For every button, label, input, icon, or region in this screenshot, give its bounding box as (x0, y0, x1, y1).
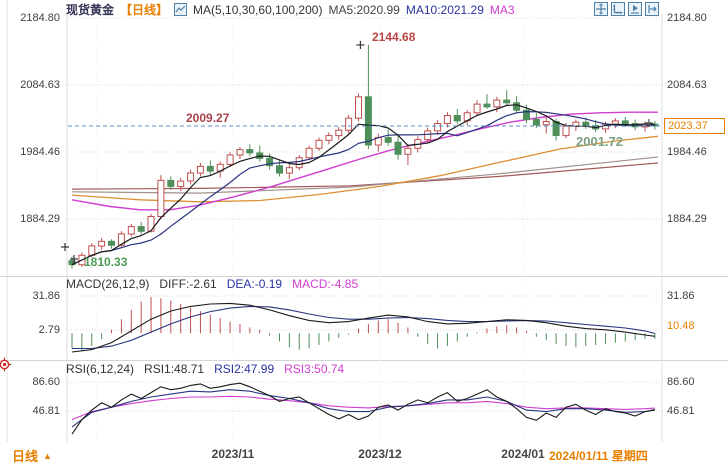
chevron-up-icon: ▲ (43, 450, 52, 461)
macd-dea-value: DEA:-0.19 (226, 277, 283, 291)
macd-legend: MACD(26,12,9) DIFF:-2.61 DEA:-0.19 MACD:… (66, 277, 358, 291)
crosshair-icon[interactable] (594, 2, 608, 16)
current-date-label: 2024/01/11 星期四 (549, 449, 648, 463)
ma30-value-truncated: MA3 (489, 2, 515, 17)
ma-chart-icon (174, 3, 188, 16)
y-axis-label: 2184.80 (20, 12, 60, 24)
rsi-name: RSI(6,12,24) (66, 362, 135, 376)
bottom-bar: 日线 ▲ 2023/11 2023/12 2024/01 2024/01/11 星期… (0, 442, 728, 464)
rsi-legend: RSI(6,12,24) RSI1:48.71 RSI2:47.99 RSI3:… (66, 362, 344, 376)
peak-price-label: 2144.68 (372, 30, 416, 44)
chart-header: 现货黄金 【日线】 MA(5,10,30,60,100,200) MA5:202… (66, 2, 515, 18)
axis-range-icon[interactable] (611, 2, 625, 16)
period-label: 日线 (12, 449, 39, 464)
recent-low-label: 2001.72 (576, 134, 623, 149)
y-axis-label: 2184.80 (667, 12, 707, 24)
chart-toolbar (594, 2, 659, 16)
playback-icon[interactable] (628, 2, 642, 16)
symbol-name: 现货黄金 (66, 3, 115, 17)
y-axis-label: 1984.46 (20, 146, 60, 158)
y-axis-label: 1984.46 (667, 146, 707, 158)
y-axis-label: 46.81 (667, 405, 695, 417)
y-axis-label: 31.86 (667, 290, 695, 302)
export-icon[interactable] (645, 2, 659, 16)
rsi1-value: RSI1:48.71 (144, 362, 205, 376)
y-axis-label: 2.79 (38, 324, 60, 336)
x-axis-date-label: 2023/11 (211, 447, 255, 461)
x-axis-date-label: 2024/01 (501, 447, 545, 461)
y-axis-label: 1884.29 (20, 213, 60, 225)
macd-name: MACD(26,12,9) (66, 277, 150, 291)
y-axis-label: 1884.29 (667, 213, 707, 225)
y-axis-label: 86.60 (667, 376, 695, 388)
macd-macd-value: MACD:-4.85 (292, 277, 359, 291)
period-tag: 【日线】 (120, 3, 169, 17)
period-selector-tab[interactable]: 日线 ▲ (12, 446, 52, 464)
y-axis-label: 86.60 (32, 376, 60, 388)
rsi3-value: RSI3:50.74 (284, 362, 345, 376)
y-axis-label: 2084.63 (20, 79, 60, 91)
indicator-settings-icon[interactable] (0, 357, 12, 372)
ma-legend: MA(5,10,30,60,100,200) (193, 2, 323, 17)
y-axis-label: 2084.63 (667, 79, 707, 91)
ma5-value: MA5:2020.99 (328, 2, 400, 17)
rsi2-value: RSI2:47.99 (214, 362, 275, 376)
last-price-badge: 2023.37 (664, 118, 725, 134)
y-axis-label: 46.81 (32, 405, 60, 417)
ma10-value: MA10:2021.29 (405, 2, 484, 17)
x-axis-date-label: 2023/12 (358, 447, 402, 461)
y-axis-label: 31.86 (32, 290, 60, 302)
bottom-price-label: 1810.33 (84, 255, 128, 269)
macd-diff-value: DIFF:-2.61 (159, 277, 217, 291)
y-axis-label: 10.48 (667, 320, 695, 332)
hline-price-label: 2009.27 (186, 111, 230, 125)
